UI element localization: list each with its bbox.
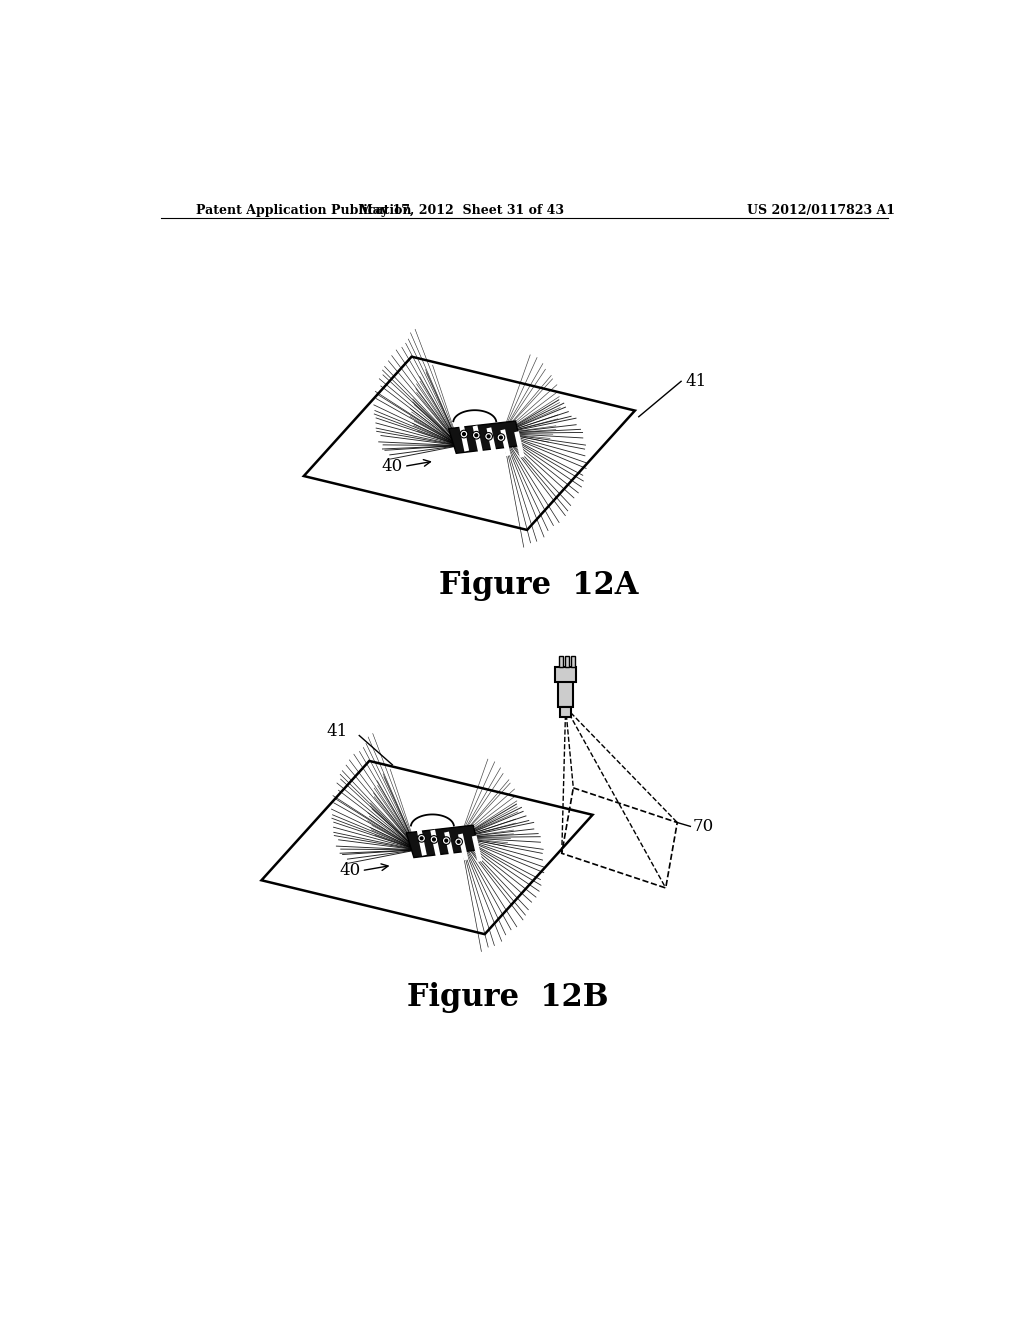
FancyBboxPatch shape bbox=[560, 708, 571, 717]
Circle shape bbox=[460, 430, 468, 438]
FancyBboxPatch shape bbox=[571, 656, 574, 667]
Text: Figure  12B: Figure 12B bbox=[408, 982, 608, 1014]
FancyBboxPatch shape bbox=[559, 656, 562, 667]
Circle shape bbox=[444, 840, 447, 842]
Circle shape bbox=[475, 434, 477, 437]
FancyBboxPatch shape bbox=[558, 681, 573, 708]
Text: 40: 40 bbox=[339, 862, 360, 879]
Text: 70: 70 bbox=[692, 818, 714, 834]
Circle shape bbox=[432, 838, 435, 841]
Text: Figure  12A: Figure 12A bbox=[439, 570, 638, 601]
Circle shape bbox=[463, 433, 465, 436]
Text: Patent Application Publication: Patent Application Publication bbox=[196, 205, 412, 218]
Circle shape bbox=[487, 436, 490, 438]
Circle shape bbox=[430, 836, 438, 843]
Circle shape bbox=[457, 841, 460, 843]
Circle shape bbox=[500, 436, 503, 440]
Circle shape bbox=[418, 834, 425, 842]
Polygon shape bbox=[449, 421, 521, 453]
Circle shape bbox=[497, 434, 505, 441]
FancyBboxPatch shape bbox=[565, 656, 568, 667]
Circle shape bbox=[420, 837, 423, 840]
Text: 40: 40 bbox=[382, 458, 403, 475]
FancyBboxPatch shape bbox=[555, 667, 577, 682]
Polygon shape bbox=[407, 825, 478, 858]
Circle shape bbox=[472, 432, 480, 440]
Circle shape bbox=[484, 433, 493, 441]
Polygon shape bbox=[304, 356, 635, 529]
Text: 41: 41 bbox=[685, 372, 707, 389]
Polygon shape bbox=[261, 760, 593, 935]
Text: US 2012/0117823 A1: US 2012/0117823 A1 bbox=[746, 205, 895, 218]
Circle shape bbox=[455, 838, 463, 846]
Text: May 17, 2012  Sheet 31 of 43: May 17, 2012 Sheet 31 of 43 bbox=[359, 205, 564, 218]
Text: 41: 41 bbox=[327, 723, 348, 741]
Circle shape bbox=[442, 837, 451, 845]
